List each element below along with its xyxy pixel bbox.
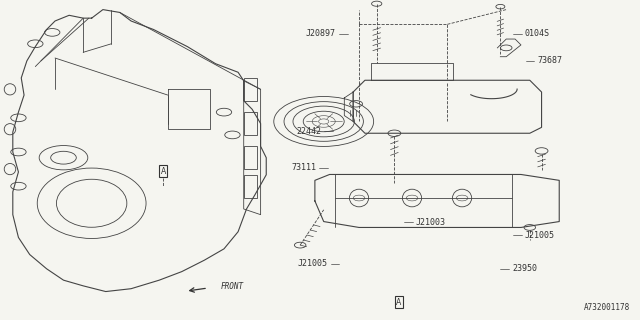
Text: 22442: 22442 xyxy=(296,127,321,136)
Bar xyxy=(244,112,257,135)
Text: J21003: J21003 xyxy=(416,218,446,227)
Polygon shape xyxy=(315,174,559,228)
Bar xyxy=(244,78,257,101)
Text: 0104S: 0104S xyxy=(525,29,550,38)
Bar xyxy=(244,175,257,197)
Text: 73687: 73687 xyxy=(538,56,563,65)
Text: FRONT: FRONT xyxy=(221,282,244,291)
Text: J21005: J21005 xyxy=(525,231,555,240)
Text: 73111: 73111 xyxy=(291,164,316,172)
Text: A: A xyxy=(161,167,166,176)
Text: J21005: J21005 xyxy=(298,260,328,268)
Bar xyxy=(244,146,257,169)
Text: 23950: 23950 xyxy=(512,264,537,273)
Polygon shape xyxy=(353,80,541,133)
Text: A: A xyxy=(396,298,401,307)
Text: A732001178: A732001178 xyxy=(584,303,630,312)
Text: J20897: J20897 xyxy=(306,29,336,38)
